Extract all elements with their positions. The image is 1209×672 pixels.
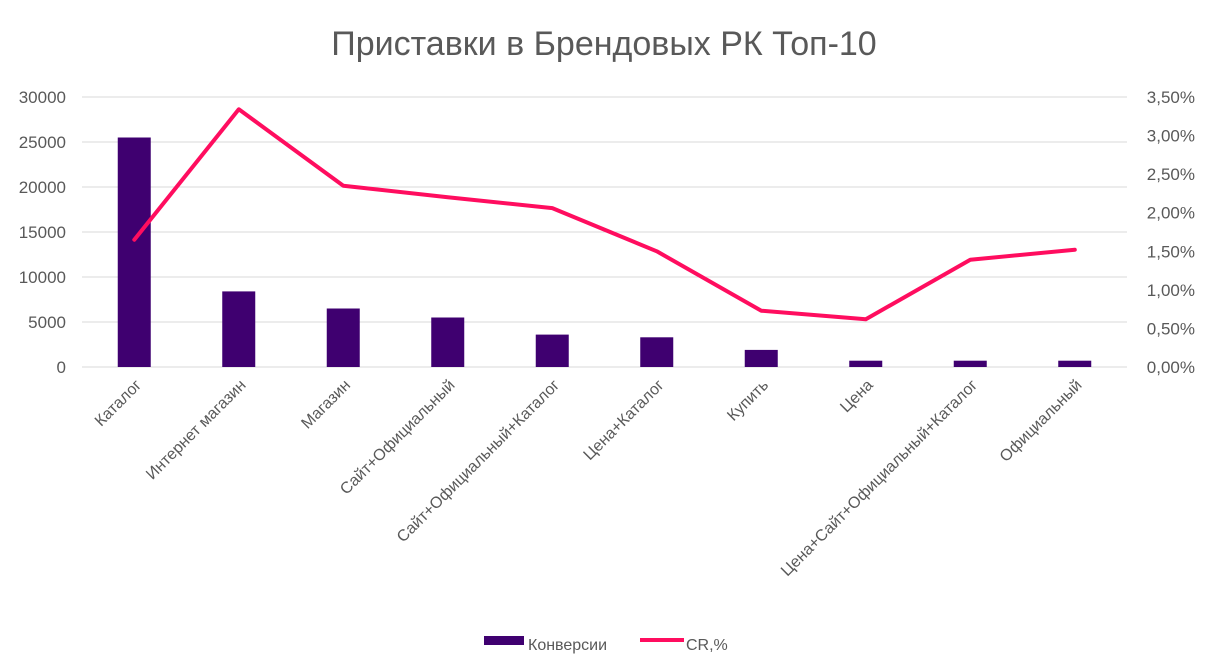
category-label: Интернет магазин (143, 377, 249, 483)
left-tick-label: 5000 (28, 313, 66, 332)
right-tick-label: 0,00% (1147, 358, 1195, 377)
category-label: Официальный (997, 377, 1086, 466)
right-tick-label: 2,00% (1147, 204, 1195, 223)
bar-conversions (1058, 360, 1092, 367)
left-tick-label: 20000 (19, 178, 66, 197)
right-tick-label: 1,50% (1147, 242, 1195, 261)
category-label: Сайт+Официальный (337, 377, 458, 498)
bar-conversions (117, 137, 151, 367)
legend-label-cr: CR,% (686, 637, 728, 654)
category-label: Цена+Каталог (581, 377, 668, 464)
right-tick-label: 1,00% (1147, 281, 1195, 300)
bar-conversions (744, 349, 778, 367)
line-series (132, 107, 1077, 322)
bar-conversions (326, 308, 360, 367)
bar-conversions (849, 360, 883, 367)
left-tick-label: 15000 (19, 223, 66, 242)
category-label: Цена (837, 377, 876, 416)
category-label: Цена+Сайт+Официальный+Каталог (778, 377, 981, 580)
bar-conversions (431, 317, 465, 367)
bar-series (117, 137, 1092, 367)
bar-conversions (953, 360, 987, 367)
right-tick-label: 0,50% (1147, 319, 1195, 338)
left-tick-label: 0 (57, 358, 66, 377)
category-label: Купить (724, 377, 772, 425)
right-axis-ticks: 0,00% 0,50% 1,00% 1,50% 2,00% 2,50% 3,00% 3,50% (1147, 88, 1195, 377)
right-tick-label: 2,50% (1147, 165, 1195, 184)
category-label: Магазин (298, 377, 354, 433)
legend: Конверсии CR,% (484, 636, 728, 654)
left-tick-label: 10000 (19, 268, 66, 287)
legend-swatch-conversions (484, 636, 524, 645)
left-axis-ticks: 0 5000 10000 15000 20000 25000 30000 (19, 88, 66, 377)
right-tick-label: 3,00% (1147, 127, 1195, 146)
category-label: Сайт+Официальный+Каталог (394, 377, 563, 546)
left-tick-label: 30000 (19, 88, 66, 107)
right-tick-label: 3,50% (1147, 88, 1195, 107)
line-cr (132, 107, 1077, 322)
bar-conversions (222, 291, 256, 367)
bar-conversions (640, 337, 674, 367)
legend-label-conversions: Конверсии (528, 637, 607, 654)
bar-conversions (535, 334, 569, 367)
left-tick-label: 25000 (19, 133, 66, 152)
gridlines (82, 96, 1127, 368)
chart-title: Приставки в Брендовых РК Топ-10 (331, 25, 876, 63)
category-label: Каталог (92, 377, 145, 430)
